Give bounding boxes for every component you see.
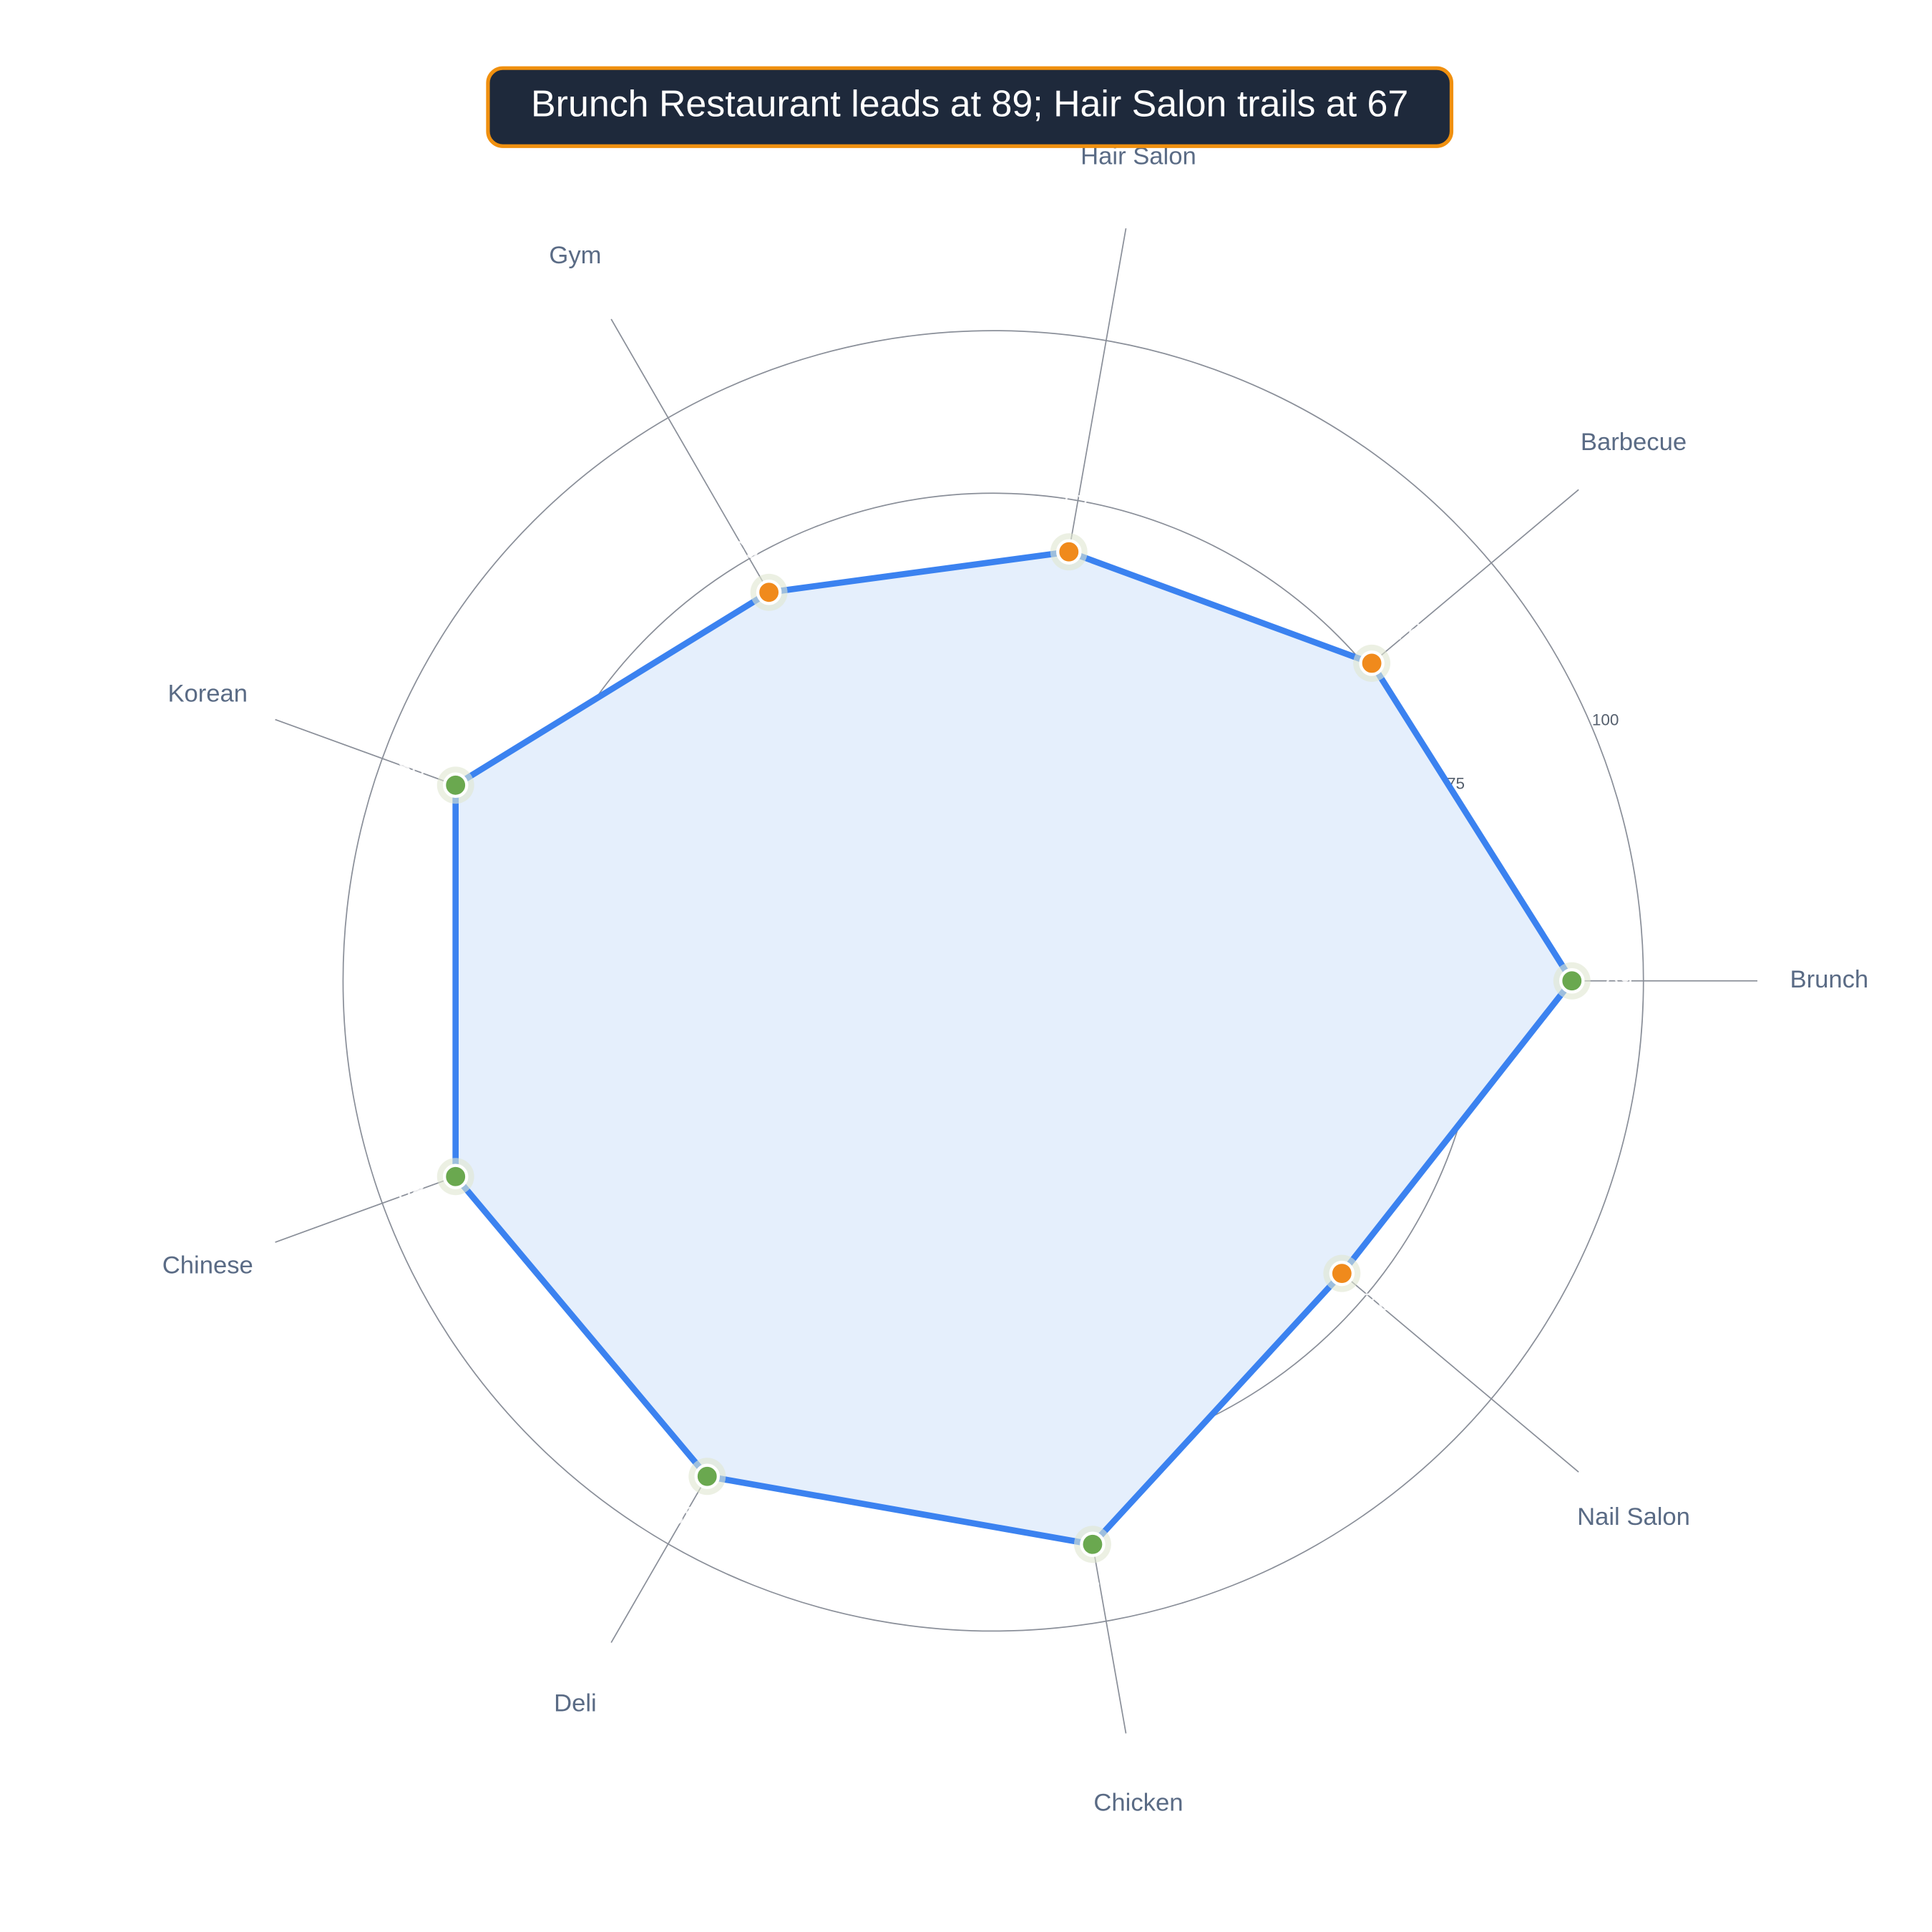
marker: [1329, 1260, 1355, 1287]
marker: [1080, 1531, 1106, 1557]
data-layer: 89 76 67 69 88 88 88 88 70: [398, 491, 1633, 1604]
category-label: Barbecue: [1581, 429, 1687, 456]
value-label: 88: [398, 1178, 426, 1205]
category-label: Chinese: [162, 1252, 253, 1279]
category-label: Chicken: [1093, 1789, 1183, 1816]
value-label: 76: [1394, 618, 1421, 645]
category-label: Gym: [549, 242, 601, 269]
category-label: Korean: [167, 680, 248, 707]
value-label: 89: [1605, 966, 1633, 993]
r-tick-label: 100: [1592, 711, 1619, 729]
marker: [1056, 539, 1082, 565]
title-box: [486, 66, 1454, 148]
chart-title: Brunch Restaurant leads at 89; Hair Salo…: [531, 84, 1408, 125]
marker: [442, 1163, 469, 1189]
marker: [1359, 650, 1385, 676]
marker: [1559, 968, 1585, 994]
marker: [756, 580, 782, 605]
value-label: 67: [1063, 491, 1091, 518]
category-label: Nail Salon: [1577, 1503, 1690, 1531]
category-label: Brunch: [1790, 966, 1869, 993]
marker: [442, 772, 469, 799]
marker: [694, 1463, 721, 1489]
value-label: 69: [731, 537, 759, 564]
value-label: 88: [398, 754, 426, 781]
value-label: 70: [1364, 1289, 1391, 1316]
category-label: Deli: [554, 1690, 597, 1717]
value-label: 88: [670, 1502, 698, 1529]
value-label: 88: [1087, 1576, 1115, 1603]
radar-area: [452, 548, 1576, 1548]
